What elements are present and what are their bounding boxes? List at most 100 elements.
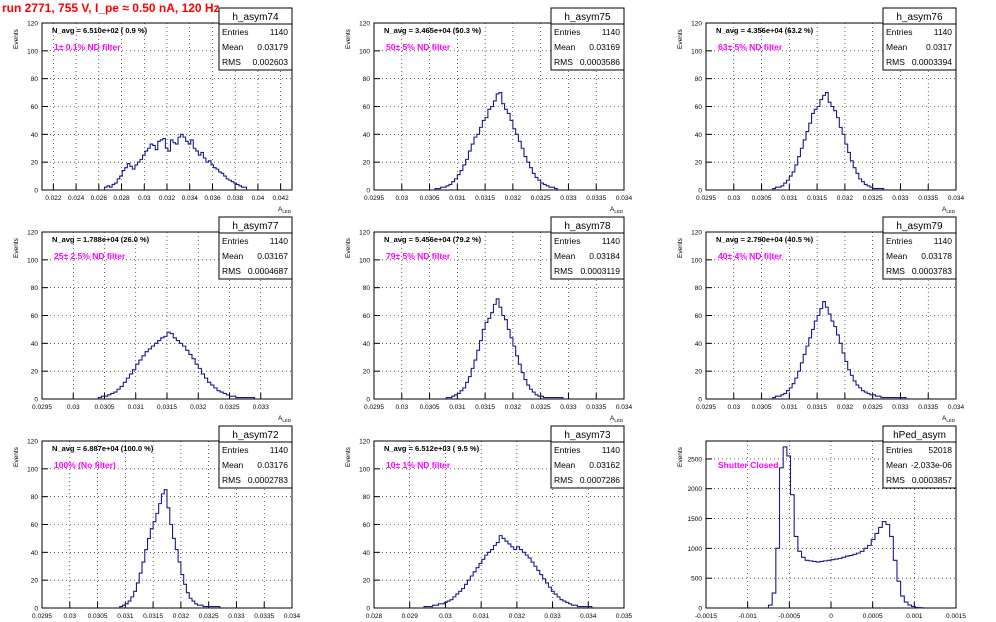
x-tick-label: 0.032 — [505, 404, 522, 411]
x-tick-label: 0.0005 — [863, 613, 883, 620]
navg-label: N_avg = 4.356e+04 (63.2 %) — [716, 26, 814, 35]
y-tick-label: 0 — [366, 606, 370, 613]
x-tick-label: 0.038 — [227, 195, 244, 202]
x-tick-label: 0.0295 — [364, 195, 384, 202]
histogram-name: h_asym74 — [232, 12, 279, 23]
filter-annotation: 1± 0.1% ND filter — [54, 42, 121, 52]
x-axis-title: ALED — [610, 415, 624, 423]
y-tick-label: 100 — [359, 466, 370, 473]
x-tick-label: -0.0005 — [778, 613, 800, 620]
x-tick-label: 0.0295 — [32, 613, 52, 620]
y-tick-label: 120 — [27, 439, 38, 446]
x-tick-label: 0.032 — [837, 195, 854, 202]
stats-label: RMS — [886, 57, 905, 67]
y-tick-label: 0 — [366, 397, 370, 404]
stats-label: Mean — [886, 42, 908, 52]
stats-box — [882, 216, 957, 280]
stats-value: 0.0007286 — [580, 475, 620, 485]
y-tick-label: 20 — [31, 160, 39, 167]
y-tick-label: 60 — [363, 522, 371, 529]
histogram-series-h_asym72 — [119, 489, 221, 608]
y-tick-label: 60 — [695, 313, 703, 320]
y-tick-label: 120 — [691, 21, 702, 28]
y-tick-label: 60 — [31, 104, 39, 111]
y-tick-label: 120 — [359, 439, 370, 446]
y-tick-label: 40 — [695, 341, 703, 348]
y-tick-label: 120 — [27, 230, 38, 237]
stats-label: Mean — [554, 42, 576, 52]
stats-value: 0.002603 — [253, 57, 289, 67]
filter-annotation: 50± 5% ND filter — [386, 42, 451, 52]
x-tick-label: 0.0305 — [420, 195, 440, 202]
x-tick-label: 0.04 — [252, 195, 265, 202]
stats-value: 0.0317 — [926, 42, 952, 52]
y-tick-label: 80 — [695, 285, 703, 292]
filter-annotation: Shutter Closed — [718, 460, 778, 470]
x-tick-label: 0.03 — [439, 613, 452, 620]
x-tick-label: 0.0315 — [807, 404, 827, 411]
y-tick-label: 40 — [363, 550, 371, 557]
x-tick-label: 0.0315 — [807, 195, 827, 202]
x-tick-label: 0.0315 — [143, 613, 163, 620]
x-tick-label: 0 — [829, 613, 833, 620]
x-axis-title: ALED — [610, 206, 624, 214]
x-tick-label: 0.0295 — [364, 404, 384, 411]
x-tick-label: 0.032 — [159, 195, 176, 202]
y-tick-label: 100 — [27, 466, 38, 473]
y-tick-label: 40 — [31, 341, 39, 348]
x-tick-label: 0.0315 — [157, 404, 177, 411]
x-tick-label: 0.033 — [560, 404, 577, 411]
x-tick-label: 0.033 — [560, 195, 577, 202]
stats-value: 0.03167 — [257, 251, 288, 261]
navg-label: N_avg = 2.790e+04 (40.5 %) — [716, 235, 814, 244]
histogram-name: h_asym76 — [896, 12, 943, 23]
y-tick-label: 40 — [363, 341, 371, 348]
y-tick-label: 80 — [363, 494, 371, 501]
x-tick-label: 0.03 — [67, 404, 80, 411]
x-tick-label: 0.031 — [781, 195, 798, 202]
navg-label: N_avg = 6.510e+02 ( 0.9 %) — [52, 26, 148, 35]
y-tick-label: 1000 — [688, 546, 703, 553]
filter-annotation: 10± 1% ND filter — [386, 460, 451, 470]
x-tick-label: 0.028 — [113, 195, 130, 202]
stats-value: 0.0004687 — [248, 266, 288, 276]
x-tick-label: 0.022 — [45, 195, 62, 202]
stats-label: Entries — [222, 27, 248, 37]
stats-value: -2.033e-06 — [911, 460, 952, 470]
x-tick-label: 0.03 — [395, 404, 408, 411]
navg-label: N_avg = 5.456e+04 (79.2 %) — [384, 235, 482, 244]
y-axis-title: Events — [677, 28, 684, 49]
y-tick-label: 0 — [34, 606, 38, 613]
stats-box — [550, 7, 625, 71]
stats-label: Mean — [222, 42, 244, 52]
x-tick-label: 0.0325 — [863, 404, 883, 411]
stats-value: 0.03169 — [589, 42, 620, 52]
x-tick-label: 0.031 — [781, 404, 798, 411]
y-tick-label: 60 — [363, 104, 371, 111]
filter-annotation: 100% (No filter) — [54, 460, 116, 470]
x-tick-label: 0.034 — [182, 195, 199, 202]
x-tick-label: 0.0305 — [752, 195, 772, 202]
stats-label: RMS — [222, 475, 241, 485]
y-axis-title: Events — [677, 446, 684, 467]
x-axis-title: ALED — [942, 206, 956, 214]
x-tick-label: -0.001 — [738, 613, 757, 620]
x-tick-label: 0.0295 — [32, 404, 52, 411]
y-tick-label: 20 — [363, 160, 371, 167]
navg-label: N_avg = 6.512e+03 ( 9.5 %) — [384, 444, 480, 453]
x-tick-label: 0.0335 — [918, 404, 938, 411]
y-tick-label: 80 — [363, 285, 371, 292]
histogram-name: h_asym78 — [564, 221, 611, 232]
histogram-series-h_asym78 — [445, 298, 564, 399]
x-tick-label: 0.0295 — [696, 195, 716, 202]
stats-value: 1140 — [934, 27, 953, 37]
y-tick-label: 100 — [691, 48, 702, 55]
x-tick-label: 0.0015 — [946, 613, 966, 620]
y-tick-label: 40 — [31, 550, 39, 557]
x-tick-label: 0.031 — [449, 404, 466, 411]
stats-box — [218, 425, 293, 489]
x-tick-label: 0.0305 — [88, 613, 108, 620]
x-tick-label: 0.0335 — [586, 404, 606, 411]
x-axis-title-subscript: LED — [946, 418, 956, 423]
y-tick-label: 20 — [31, 369, 39, 376]
